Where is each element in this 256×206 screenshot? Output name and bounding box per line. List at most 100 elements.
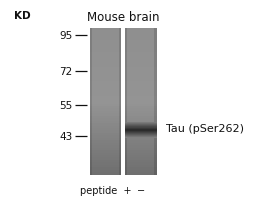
- Bar: [90, 172, 121, 175]
- Bar: [90, 128, 121, 131]
- Bar: [125, 131, 157, 134]
- Bar: [90, 111, 121, 114]
- Bar: [125, 125, 157, 126]
- Bar: [90, 153, 121, 156]
- Bar: [125, 31, 157, 34]
- Bar: [125, 138, 157, 141]
- Bar: [125, 126, 157, 129]
- Bar: [125, 124, 157, 125]
- Bar: [125, 99, 157, 102]
- Bar: [125, 141, 157, 143]
- Bar: [90, 131, 121, 134]
- Bar: [125, 136, 157, 137]
- Bar: [125, 53, 157, 56]
- Bar: [125, 80, 157, 82]
- Bar: [125, 127, 157, 128]
- Bar: [90, 72, 121, 75]
- Bar: [125, 38, 157, 41]
- Bar: [90, 29, 92, 175]
- Bar: [90, 155, 121, 158]
- Bar: [90, 55, 121, 58]
- Bar: [90, 80, 121, 82]
- Bar: [90, 109, 121, 112]
- Bar: [90, 28, 121, 31]
- Bar: [125, 170, 157, 173]
- Bar: [125, 50, 157, 53]
- Bar: [125, 124, 157, 125]
- Bar: [90, 31, 121, 34]
- Bar: [90, 102, 121, 104]
- Bar: [125, 46, 157, 48]
- Bar: [125, 87, 157, 90]
- Bar: [125, 104, 157, 107]
- Bar: [90, 84, 121, 87]
- Bar: [90, 94, 121, 97]
- Bar: [125, 163, 157, 165]
- Bar: [154, 29, 157, 175]
- Bar: [125, 119, 157, 122]
- Bar: [125, 33, 157, 36]
- Bar: [90, 141, 121, 143]
- Bar: [125, 48, 157, 51]
- Bar: [90, 70, 121, 73]
- Bar: [125, 135, 157, 136]
- Text: 55: 55: [59, 100, 72, 110]
- Bar: [125, 92, 157, 95]
- Bar: [125, 70, 157, 73]
- Bar: [90, 41, 121, 43]
- Text: Mouse brain: Mouse brain: [87, 11, 159, 23]
- Bar: [125, 129, 157, 130]
- Bar: [90, 104, 121, 107]
- Bar: [90, 165, 121, 168]
- Bar: [125, 121, 157, 124]
- Bar: [90, 158, 121, 160]
- Bar: [125, 29, 127, 175]
- Bar: [125, 60, 157, 63]
- Bar: [125, 136, 157, 139]
- Bar: [90, 92, 121, 95]
- Bar: [125, 109, 157, 112]
- Bar: [125, 107, 157, 109]
- Text: Tau (pSer262): Tau (pSer262): [166, 123, 244, 133]
- Text: 43: 43: [59, 132, 72, 142]
- Bar: [90, 148, 121, 151]
- Bar: [119, 29, 121, 175]
- Bar: [125, 133, 157, 135]
- Bar: [90, 33, 121, 36]
- Bar: [90, 126, 121, 129]
- Bar: [90, 63, 121, 65]
- Bar: [125, 36, 157, 39]
- Bar: [90, 150, 121, 153]
- Bar: [90, 53, 121, 56]
- Bar: [125, 145, 157, 148]
- Bar: [125, 116, 157, 119]
- Bar: [90, 82, 121, 85]
- Bar: [90, 99, 121, 102]
- Bar: [125, 148, 157, 151]
- Bar: [125, 97, 157, 99]
- Bar: [125, 143, 157, 146]
- Bar: [125, 125, 157, 126]
- Bar: [125, 137, 157, 138]
- Bar: [90, 97, 121, 99]
- Bar: [90, 60, 121, 63]
- Bar: [90, 67, 121, 70]
- Bar: [90, 136, 121, 139]
- Bar: [125, 75, 157, 78]
- Bar: [125, 123, 157, 124]
- Bar: [125, 165, 157, 168]
- Bar: [125, 130, 157, 131]
- Text: 95: 95: [59, 31, 72, 41]
- Bar: [125, 122, 157, 123]
- Bar: [90, 167, 121, 170]
- Bar: [125, 133, 157, 134]
- Text: peptide  +: peptide +: [80, 185, 131, 195]
- Bar: [125, 172, 157, 175]
- Bar: [125, 65, 157, 68]
- Bar: [90, 138, 121, 141]
- Bar: [125, 135, 157, 136]
- Bar: [90, 143, 121, 146]
- Bar: [90, 170, 121, 173]
- Bar: [125, 114, 157, 117]
- Bar: [125, 84, 157, 87]
